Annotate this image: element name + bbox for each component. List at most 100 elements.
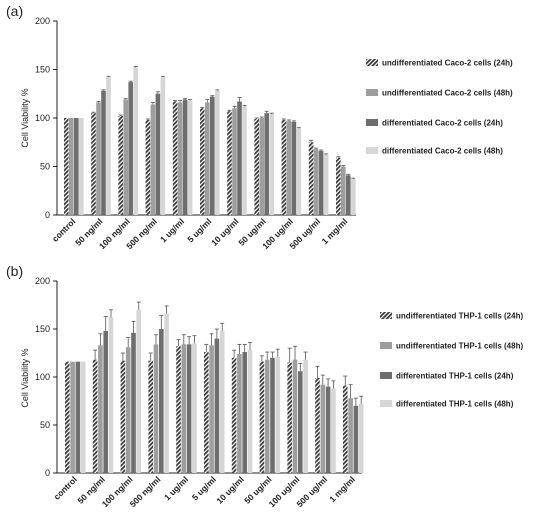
bar [98, 345, 103, 473]
bar [259, 118, 264, 215]
x-tick-label: 500 ng/ml [128, 474, 163, 509]
legend-label: undifferentiated THP-1 cells (24h) [396, 312, 523, 321]
x-tick-label: 1 mg/ml [320, 216, 350, 246]
bar [186, 344, 192, 473]
panel-b: (b) Cell Viability % 0 50 100 150 200 control… [6, 263, 523, 509]
y-axis-label: Cell Viability % [20, 348, 30, 407]
panel-a: (a) Cell Viability % 050100150200control… [6, 3, 513, 251]
bar [214, 338, 220, 473]
bar [320, 384, 326, 473]
bar [264, 113, 269, 215]
x-tick-label: 10 ug/ml [214, 474, 245, 505]
bar [209, 345, 214, 473]
bar [128, 82, 133, 215]
y-tick-label: 50 [40, 420, 50, 430]
y-tick-label: 50 [40, 162, 50, 172]
panel-label: (a) [6, 3, 23, 19]
bar [69, 118, 74, 215]
bar [108, 317, 114, 473]
bar [341, 166, 346, 215]
bar [286, 120, 292, 215]
y-tick-label: 0 [45, 468, 50, 478]
legend-swatch [366, 89, 378, 96]
bar [296, 128, 302, 215]
y-tick-label: 150 [35, 324, 50, 334]
x-tick-label: 1 ug/ml [162, 474, 190, 502]
bar [308, 142, 314, 215]
x-tick-label: 1 ug/ml [158, 216, 186, 244]
bar [318, 150, 324, 215]
bar [331, 388, 336, 473]
bar [131, 332, 136, 473]
bar [204, 352, 209, 473]
bar [182, 99, 188, 215]
legend-label: differentiated Caco-2 cells (24h) [382, 119, 503, 128]
y-tick-label: 200 [35, 16, 50, 26]
y-tick-label: 100 [35, 113, 50, 123]
y-tick-label: 150 [35, 65, 50, 75]
bar [298, 371, 303, 473]
bar [120, 360, 126, 473]
bar [336, 157, 341, 215]
legend-label: differentiated THP-1 cells (48h) [396, 400, 514, 409]
bar [92, 359, 98, 473]
bar [91, 113, 96, 215]
x-tick-label: 500 ug/ml [294, 474, 329, 509]
bar [172, 101, 178, 215]
legend-label: undifferentiated THP-1 cells (48h) [396, 342, 523, 351]
bar [192, 343, 197, 473]
legend-swatch [366, 147, 378, 154]
y-tick-label: 0 [45, 210, 50, 220]
bar [264, 359, 270, 473]
bar [358, 403, 364, 473]
bar [153, 344, 159, 473]
y-tick-label: 100 [35, 372, 50, 382]
bar [346, 175, 351, 215]
bar [281, 119, 287, 215]
legend: undifferentiated Caco-2 cells (24h) undif… [366, 59, 513, 156]
legend-label: undifferentiated Caco-2 cells (48h) [382, 89, 513, 98]
bar [313, 149, 319, 215]
bar [210, 96, 215, 215]
bar [177, 102, 183, 215]
bar [287, 362, 292, 473]
bar [123, 99, 128, 215]
bar [176, 346, 181, 473]
legend-swatch [380, 342, 392, 349]
bar [181, 344, 187, 473]
bar [348, 398, 353, 473]
bar [275, 356, 281, 473]
bar [231, 357, 237, 473]
bar [247, 350, 253, 473]
bar [259, 361, 265, 473]
bar [242, 352, 247, 473]
bar [270, 357, 275, 473]
bar [205, 102, 210, 215]
bar [291, 121, 297, 215]
bar [159, 329, 164, 473]
bar [215, 90, 220, 215]
bar [237, 101, 242, 215]
bar [145, 119, 151, 215]
bar [101, 90, 106, 215]
bar [164, 313, 169, 473]
bar [136, 309, 142, 473]
bar [64, 118, 69, 215]
legend-swatch [380, 372, 392, 379]
bar [242, 106, 247, 215]
bar [75, 361, 81, 473]
bar [323, 154, 329, 215]
bar [353, 405, 359, 473]
panel-label: (b) [6, 263, 23, 279]
bar [74, 118, 79, 215]
bar [150, 104, 156, 215]
bar [351, 179, 356, 215]
bar [106, 77, 111, 215]
bar [187, 100, 193, 215]
x-tick-label: 10 ug/ml [209, 216, 240, 247]
bar [325, 386, 331, 473]
bar [315, 377, 320, 473]
